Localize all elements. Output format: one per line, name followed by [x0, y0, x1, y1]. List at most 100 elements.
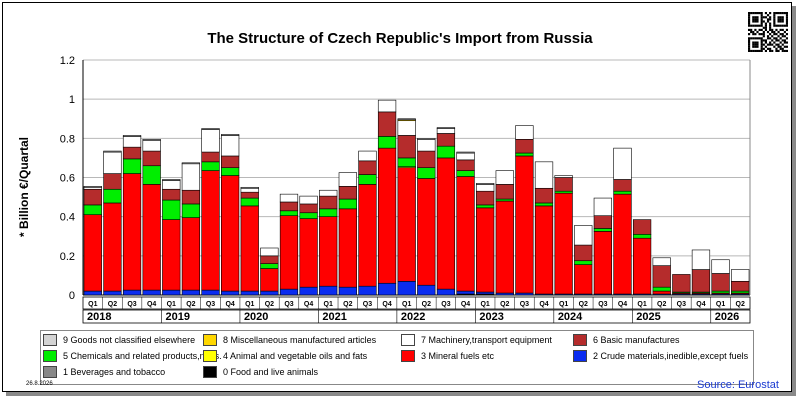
year-label: 2022: [401, 311, 425, 323]
y-tick-label: 0.8: [60, 133, 75, 145]
year-label: 2025: [636, 311, 660, 323]
legend-swatch: [43, 366, 57, 378]
bar-segment: [554, 192, 573, 295]
bar-segment: [358, 184, 377, 287]
bar-segment: [613, 190, 632, 195]
legend-swatch: [43, 334, 57, 346]
bar-segment: [83, 290, 102, 296]
legend-swatch: [401, 334, 415, 346]
bar-segment: [672, 274, 691, 293]
bar-segment: [515, 139, 534, 154]
bar-segment: [456, 170, 475, 177]
bar-segment: [338, 198, 357, 210]
bar-segment: [240, 205, 259, 292]
x-tick-label: Q4: [696, 301, 705, 308]
bar-segment: [122, 135, 142, 137]
bar-segment: [103, 173, 122, 190]
bar-segment: [142, 139, 161, 141]
year-label: 2026: [715, 311, 739, 323]
x-tick-label: Q4: [461, 301, 470, 308]
legend-label: 4 Animal and vegetable oils and fats: [223, 351, 368, 361]
bar-segment: [436, 157, 456, 290]
date-label: 26.8.2026: [26, 381, 53, 387]
bar-segment: [201, 128, 220, 130]
bar-segment: [122, 289, 142, 296]
bar-segment: [299, 195, 318, 205]
y-tick-label: 0.6: [60, 173, 75, 185]
legend-swatch: [203, 334, 217, 346]
bar-segment: [338, 186, 357, 200]
bar-segment: [103, 290, 122, 296]
bar-segment: [83, 204, 102, 216]
bar-segment: [417, 138, 436, 140]
bar-segment: [142, 150, 161, 167]
legend-item: 5 Chemicals and related products,n.e.s.: [43, 350, 222, 362]
x-tick-label: Q4: [147, 301, 156, 308]
qr-code-icon[interactable]: [748, 12, 788, 52]
bar-segment: [260, 268, 279, 292]
x-tick-label: Q3: [520, 301, 529, 308]
x-tick-label: Q1: [245, 301, 254, 308]
bar-segment: [691, 249, 711, 270]
x-tick-label: Q2: [108, 301, 117, 308]
y-tick-label: 0: [69, 290, 75, 302]
bar-segment: [181, 203, 201, 218]
bar-segment: [162, 289, 181, 296]
bar-segment: [319, 208, 338, 217]
x-tick-label: Q4: [304, 301, 313, 308]
bar-segment: [476, 183, 495, 185]
bar-segment: [240, 187, 259, 193]
bar-segment: [142, 139, 161, 152]
bar-segment: [476, 204, 495, 209]
bar-segment: [260, 263, 279, 269]
bar-segment: [436, 128, 456, 134]
legend-item: 3 Mineral fuels etc: [401, 350, 494, 362]
bar-segment: [358, 285, 377, 296]
bar-segment: [240, 191, 259, 199]
bar-segment: [632, 233, 652, 239]
bar-segment: [279, 201, 299, 212]
legend-item: 2 Crude materials,inedible,except fuels: [573, 350, 748, 362]
legend-swatch: [203, 366, 217, 378]
bar-segment: [377, 99, 397, 113]
y-tick-label: 0.4: [60, 212, 75, 224]
x-tick-label: Q3: [598, 301, 607, 308]
bar-segment: [377, 282, 397, 296]
bar-segment: [201, 151, 220, 163]
bar-segment: [711, 273, 730, 292]
bar-segment: [456, 290, 475, 295]
bar-segment: [554, 177, 573, 192]
bar-segment: [574, 260, 593, 265]
bar-segment: [221, 135, 240, 157]
bar-segment: [181, 162, 201, 165]
bar-segment: [240, 197, 259, 207]
bar-segment: [358, 150, 377, 162]
x-tick-label: Q4: [382, 301, 391, 308]
bar-segment: [574, 264, 593, 295]
x-tick-label: Q2: [265, 301, 274, 308]
bar-segment: [142, 165, 161, 185]
bar-segment: [181, 217, 201, 291]
bar-segment: [691, 269, 711, 293]
x-tick-label: Q2: [657, 301, 666, 308]
bar-segment: [122, 158, 142, 174]
bar-segment: [221, 155, 240, 169]
bar-segment: [632, 237, 652, 295]
bar-segment: [377, 111, 397, 137]
bar-segment: [417, 150, 436, 169]
bar-segment: [495, 170, 514, 185]
chart-title: The Structure of Czech Republic's Import…: [207, 30, 593, 47]
y-tick-label: 1: [69, 94, 75, 106]
legend-item: 0 Food and live animals: [203, 366, 318, 378]
bar-segment: [122, 173, 142, 291]
bar-segment: [201, 170, 220, 291]
x-tick-label: Q4: [618, 301, 627, 308]
bar-segment: [436, 133, 456, 147]
bar-segment: [358, 174, 377, 185]
source-label: Source: Eurostat: [697, 379, 779, 391]
bar-segment: [299, 218, 318, 288]
bar-segment: [515, 155, 534, 294]
bar-segment: [142, 289, 161, 296]
x-tick-label: Q3: [441, 301, 450, 308]
